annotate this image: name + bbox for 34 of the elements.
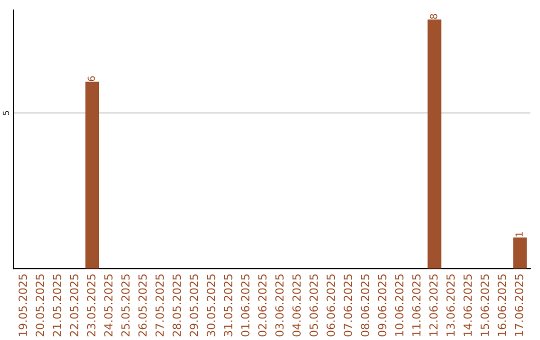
x-tick-label: 01.06.2025 [241, 274, 250, 336]
x-tick-label: 23.05.2025 [87, 274, 96, 336]
x-tick-label: 21.05.2025 [52, 274, 62, 336]
y-tick-label: 5 [2, 111, 10, 115]
data-label: 1 [516, 232, 523, 236]
x-tick-label: 24.05.2025 [104, 274, 113, 336]
x-tick-label: 05.06.2025 [309, 274, 318, 336]
x-tick-label: 15.06.2025 [480, 274, 490, 336]
data-label: 8 [430, 14, 438, 19]
x-tick-label: 19.05.2025 [18, 274, 27, 336]
x-tick-label: 20.05.2025 [36, 274, 44, 336]
x-tick-label: 17.06.2025 [514, 274, 524, 336]
x-tick-label: 25.05.2025 [121, 274, 130, 336]
x-tick-label: 03.06.2025 [275, 274, 284, 336]
x-tick-label: 16.06.2025 [498, 274, 506, 336]
x-tick-label: 12.06.2025 [429, 274, 438, 336]
x-tick-label: 14.06.2025 [463, 274, 472, 336]
x-tick-label: 28.05.2025 [172, 274, 181, 336]
x-tick-label: 04.06.2025 [292, 274, 301, 336]
x-tick-label: 06.06.2025 [326, 274, 336, 336]
x-tick-label: 26.05.2025 [138, 274, 147, 336]
x-tick-label: 10.06.2025 [395, 274, 404, 336]
x-tick-label: 27.05.2025 [155, 274, 164, 336]
x-tick-label: 22.05.2025 [70, 274, 78, 336]
x-tick-label: 13.06.2025 [446, 274, 455, 336]
x-tick-label: 09.06.2025 [378, 274, 386, 336]
x-tick-label: 31.05.2025 [224, 274, 232, 336]
data-label: 6 [88, 76, 96, 82]
x-tick-label: 30.05.2025 [206, 274, 216, 336]
x-tick-label: 07.06.2025 [344, 274, 352, 336]
x-tick-label: 08.06.2025 [360, 274, 370, 336]
x-tick-label: 11.06.2025 [412, 274, 421, 336]
x-tick-label: 02.06.2025 [258, 274, 267, 336]
x-tick-label: 29.05.2025 [190, 274, 198, 336]
